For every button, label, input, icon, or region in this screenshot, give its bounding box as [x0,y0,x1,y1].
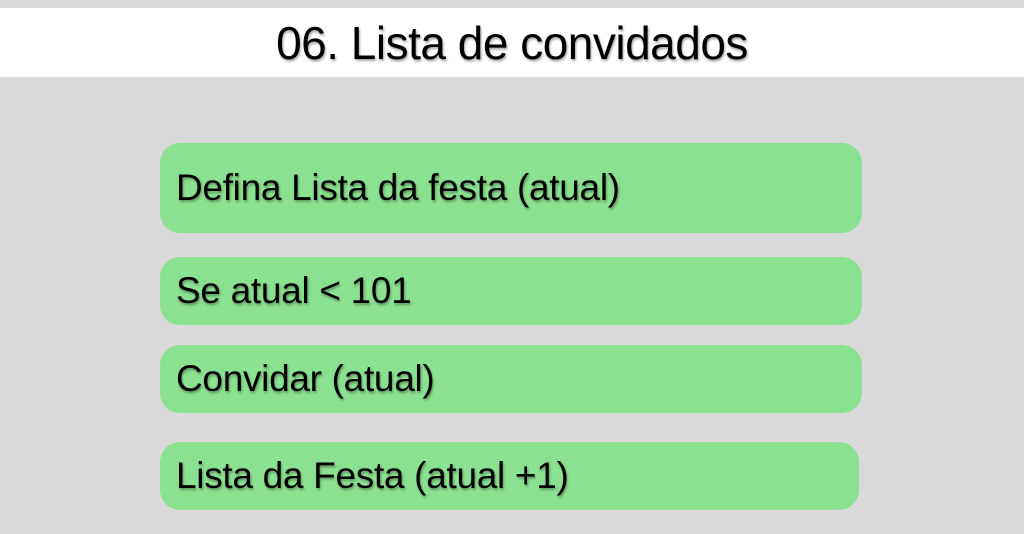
title-bar: 06. Lista de convidados [0,8,1024,77]
block-convidar: Convidar (atual) [160,345,862,413]
block-se-atual-condition: Se atual < 101 [160,257,862,325]
block-label: Lista da Festa (atual +1) [176,455,569,496]
block-label: Defina Lista da festa (atual) [176,167,620,208]
block-label: Convidar (atual) [176,358,435,399]
block-lista-da-festa-increment: Lista da Festa (atual +1) [160,442,859,510]
block-label: Se atual < 101 [176,270,412,311]
block-defina-lista-da-festa: Defina Lista da festa (atual) [160,143,862,233]
slide-title: 06. Lista de convidados [276,16,748,69]
